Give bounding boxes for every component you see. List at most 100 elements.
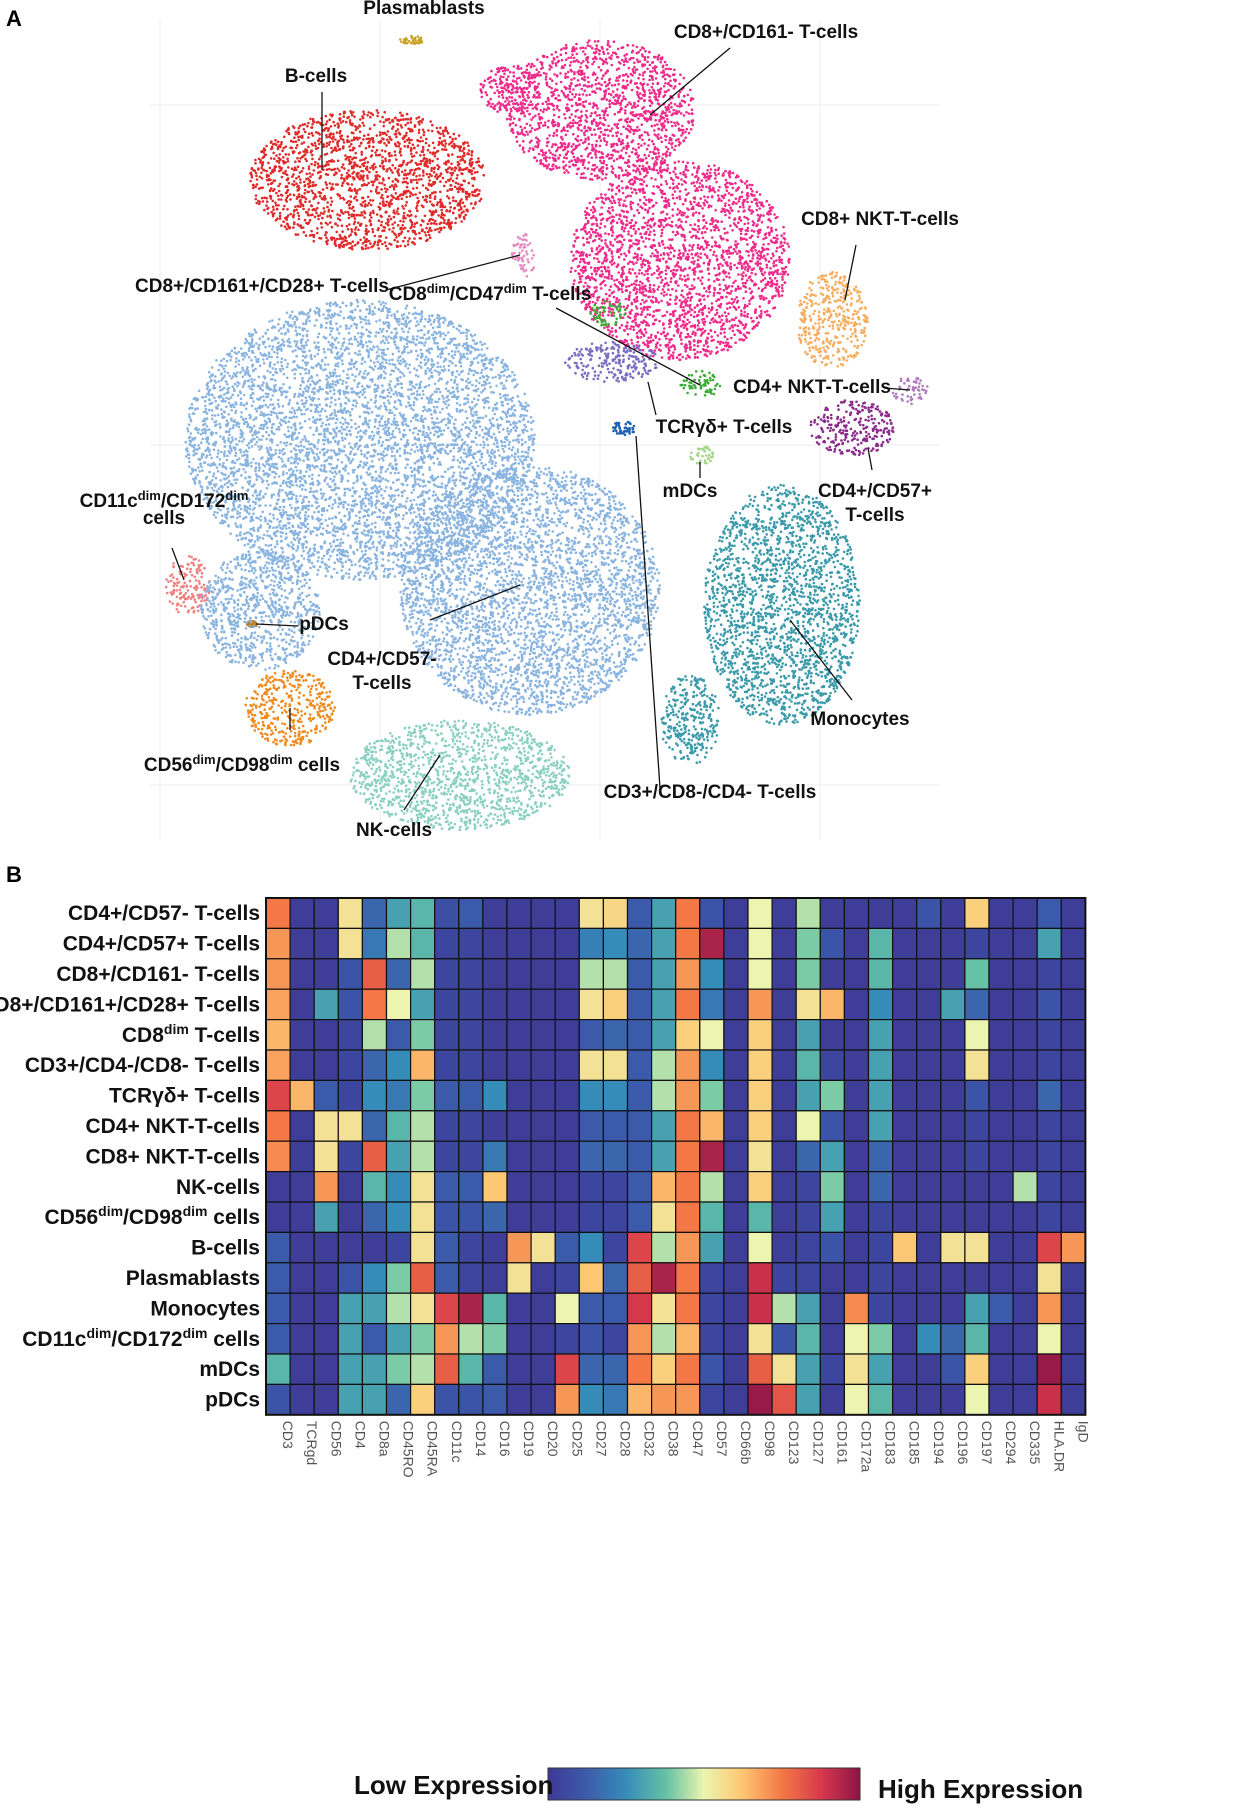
tsne-point	[698, 292, 701, 296]
tsne-point	[394, 130, 398, 133]
tsne-point	[345, 175, 349, 178]
tsne-point	[351, 148, 355, 152]
tsne-point	[537, 152, 541, 156]
tsne-point	[678, 249, 681, 252]
tsne-point	[637, 211, 641, 215]
tsne-point	[285, 130, 288, 133]
tsne-point	[634, 221, 638, 225]
tsne-point	[642, 71, 645, 75]
tsne-point	[650, 124, 654, 128]
tsne-point	[535, 68, 538, 71]
tsne-point	[542, 71, 546, 75]
tsne-point	[666, 147, 670, 151]
tsne-point	[595, 248, 599, 251]
tsne-point	[668, 75, 672, 78]
tsne-point	[622, 305, 625, 309]
tsne-point	[649, 230, 652, 234]
tsne-point	[648, 99, 651, 102]
tsne-point	[343, 111, 347, 114]
tsne-point	[614, 329, 617, 332]
tsne-point	[667, 141, 671, 145]
tsne-point	[428, 236, 432, 239]
tsne-point	[402, 220, 405, 223]
tsne-point	[306, 211, 309, 214]
tsne-point	[708, 290, 711, 294]
tsne-point	[756, 213, 760, 217]
tsne-point	[648, 286, 652, 290]
tsne-point	[628, 155, 631, 158]
tsne-point	[643, 98, 646, 102]
tsne-point	[555, 149, 558, 153]
tsne-point	[271, 189, 275, 193]
tsne-point	[641, 54, 644, 58]
tsne-point	[591, 46, 594, 50]
tsne-point	[625, 136, 629, 139]
tsne-point	[434, 210, 438, 214]
tsne-point	[682, 173, 685, 176]
tsne-point	[432, 222, 436, 225]
tsne-point	[665, 200, 668, 203]
tsne-point	[714, 274, 718, 277]
tsne-point	[265, 178, 269, 182]
tsne-point	[399, 118, 403, 122]
tsne-point	[605, 143, 608, 147]
tsne-point	[658, 244, 661, 247]
tsne-point	[627, 124, 630, 127]
tsne-point	[621, 243, 624, 246]
tsne-point	[734, 279, 737, 283]
tsne-point	[419, 237, 423, 240]
tsne-point	[666, 117, 669, 121]
tsne-point	[400, 170, 404, 174]
tsne-point	[617, 67, 621, 70]
tsne-point	[741, 281, 745, 285]
tsne-point	[658, 92, 661, 95]
tsne-point	[551, 164, 554, 167]
tsne-point	[394, 178, 398, 181]
tsne-point	[645, 119, 649, 123]
tsne-point	[606, 113, 609, 117]
tsne-point	[641, 282, 644, 285]
tsne-point	[653, 233, 656, 237]
tsne-point	[623, 328, 626, 332]
tsne-point	[340, 176, 343, 180]
tsne-point	[670, 106, 673, 109]
tsne-point	[656, 148, 660, 152]
tsne-point	[696, 243, 700, 247]
tsne-point	[377, 191, 381, 195]
tsne-point	[590, 156, 594, 160]
tsne-point	[564, 58, 568, 61]
tsne-point	[467, 144, 470, 147]
tsne-point	[519, 79, 523, 82]
tsne-point	[277, 198, 281, 201]
tsne-point	[629, 56, 633, 60]
tsne-point	[555, 128, 559, 132]
tsne-point	[313, 193, 317, 196]
tsne-point	[721, 314, 724, 317]
tsne-point	[587, 261, 591, 265]
tsne-point	[646, 272, 649, 276]
tsne-point	[327, 127, 331, 130]
tsne-point	[260, 171, 263, 175]
tsne-point	[606, 83, 610, 87]
tsne-point	[674, 289, 678, 293]
tsne-point	[417, 131, 421, 134]
tsne-point	[633, 252, 637, 255]
tsne-point	[633, 101, 636, 105]
tsne-point	[661, 125, 664, 128]
tsne-point	[354, 226, 358, 229]
tsne-point	[288, 226, 292, 229]
tsne-point	[348, 160, 352, 164]
tsne-point	[338, 118, 342, 122]
tsne-point	[300, 226, 303, 229]
tsne-point	[596, 174, 599, 177]
tsne-point	[358, 187, 362, 191]
tsne-point	[768, 276, 772, 280]
tsne-point	[544, 75, 548, 79]
tsne-point	[408, 195, 412, 198]
tsne-point	[678, 314, 682, 318]
tsne-point	[584, 46, 587, 50]
tsne-point	[568, 87, 571, 90]
tsne-point	[567, 142, 571, 146]
tsne-point	[427, 175, 431, 179]
tsne-point	[596, 39, 600, 43]
